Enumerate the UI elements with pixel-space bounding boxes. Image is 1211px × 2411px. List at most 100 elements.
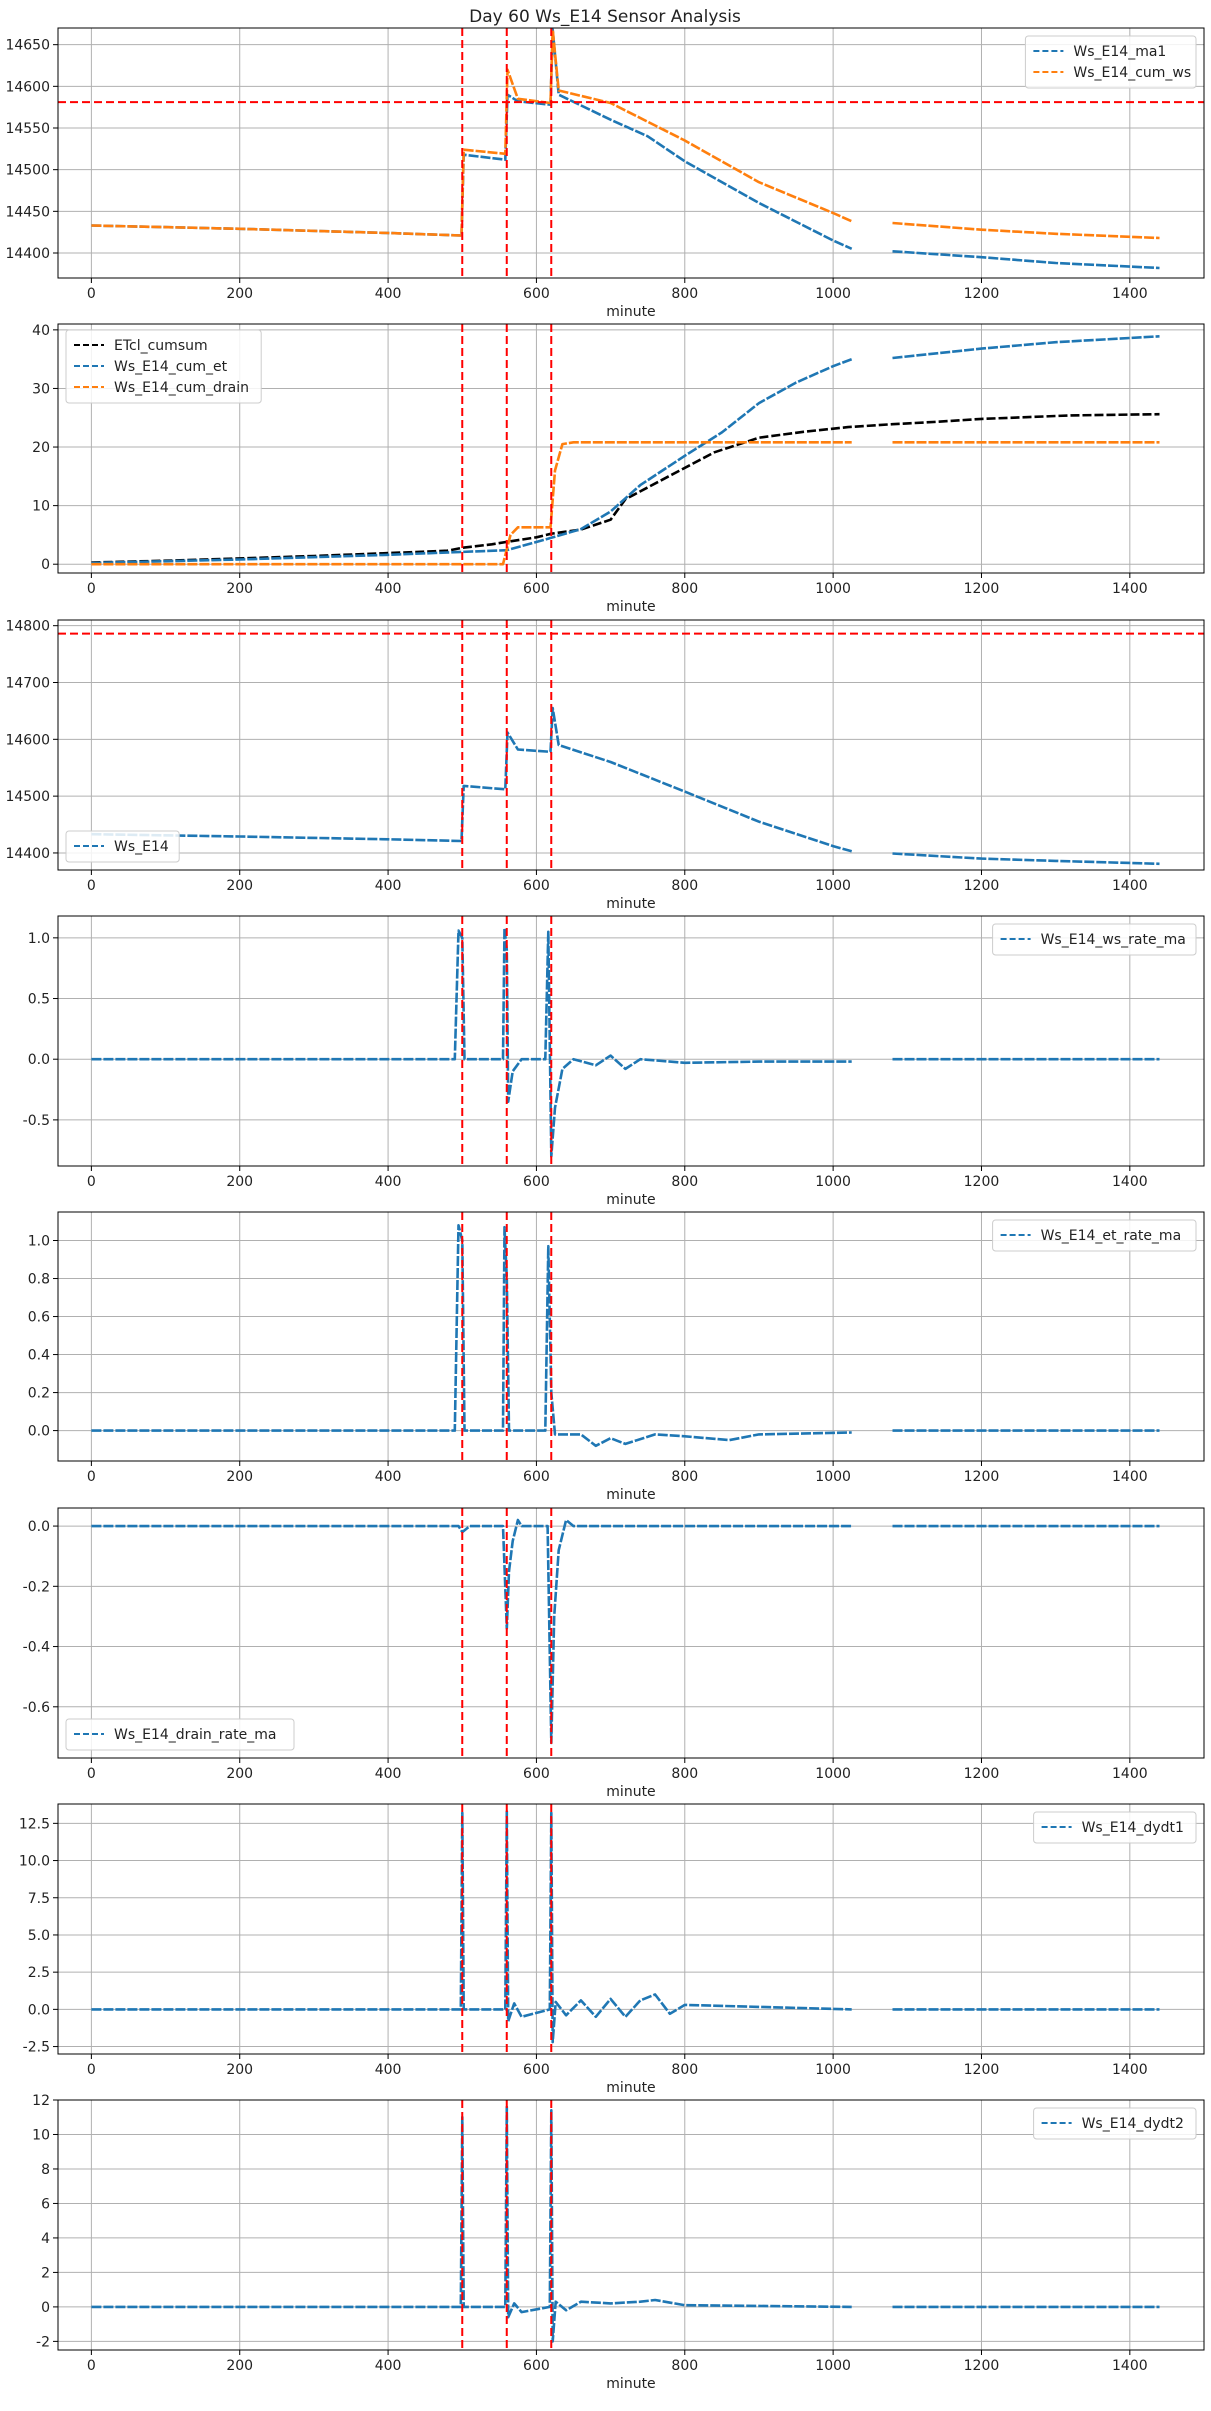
- y-tick-label: -0.5: [23, 1113, 50, 1129]
- y-tick-label: 14500: [5, 789, 50, 805]
- series-line-Ws_E14_cum_ws-seg-0: [91, 28, 853, 237]
- x-tick-label: 600: [523, 581, 550, 597]
- legend: Ws_E14_dydt2: [1033, 2107, 1197, 2140]
- y-tick-label: 14450: [5, 204, 50, 220]
- x-axis-label: minute: [606, 2080, 655, 2096]
- series-line-Ws_E14_cum_et-seg-0: [91, 357, 853, 565]
- panel-6: 0 200 400 600 800 1000 1200 1400 -0.6 -0.4 -0.2 0.0…: [23, 1507, 1205, 1800]
- x-tick-label: 1200: [964, 286, 1000, 302]
- legend-label: Ws_E14: [114, 839, 169, 855]
- x-tick-label: 400: [375, 1174, 402, 1190]
- y-tick-label: 14550: [5, 121, 50, 137]
- panel-8: 0 200 400 600 800 1000 1200 1400 -2 0 2 4 6 8 10 12 minu…: [32, 2093, 1205, 2392]
- axes-frame: [57, 1507, 1205, 1759]
- y-tick-label: 2.5: [28, 1965, 50, 1981]
- y-tick-label: 0.5: [28, 992, 50, 1008]
- y-tick-label: 0.6: [28, 1310, 50, 1326]
- y-tick-label: 1.0: [28, 1234, 50, 1250]
- legend: Ws_E14_dydt1: [1033, 1811, 1197, 1844]
- x-tick-label: 0: [87, 1469, 96, 1485]
- x-tick-label: 200: [226, 1469, 253, 1485]
- y-tick-label: 8: [41, 2162, 50, 2178]
- x-tick-label: 200: [226, 878, 253, 894]
- legend: Ws_E14_et_rate_ma: [992, 1219, 1197, 1252]
- y-tick-label: -0.4: [23, 1640, 50, 1656]
- axes-frame: [57, 1211, 1205, 1462]
- y-tick-label: 0: [41, 2300, 50, 2316]
- y-tick-label: 14700: [5, 676, 50, 692]
- x-tick-label: 200: [226, 1174, 253, 1190]
- legend-label: Ws_E14_ws_rate_ma: [1041, 932, 1186, 948]
- figure-title: Day 60 Ws_E14 Sensor Analysis: [469, 7, 741, 27]
- x-tick-label: 1200: [964, 2062, 1000, 2078]
- y-tick-label: 14500: [5, 163, 50, 179]
- series-line-Ws_E14_cum_et-seg-1: [892, 335, 1160, 360]
- y-tick-label: 0.0: [28, 1519, 50, 1535]
- series-line-Ws_E14-seg-1: [892, 852, 1160, 866]
- y-tick-label: 5.0: [28, 1928, 50, 1944]
- y-tick-label: 0.2: [28, 1386, 50, 1402]
- y-tick-label: 12: [32, 2093, 50, 2109]
- y-tick-label: 10.0: [19, 1854, 50, 1870]
- x-tick-label: 800: [671, 1766, 698, 1782]
- panel-1: 0 200 400 600 800 1000 1200 1400 14400 14450 14500…: [5, 27, 1205, 320]
- x-tick-label: 1000: [815, 878, 851, 894]
- legend-box: [1033, 2107, 1197, 2140]
- x-tick-label: 600: [523, 2358, 550, 2374]
- legend-box: [992, 923, 1197, 956]
- legend-box: [65, 830, 180, 863]
- x-tick-label: 1000: [815, 1766, 851, 1782]
- x-tick-label: 800: [671, 1174, 698, 1190]
- x-tick-label: 1400: [1112, 1766, 1148, 1782]
- plot-area: [58, 2100, 1204, 2350]
- panel-4: 0 200 400 600 800 1000 1200 1400 -0.5 0.0 0.5 1.0 mi…: [23, 915, 1205, 1208]
- x-tick-label: 800: [671, 2062, 698, 2078]
- legend-label: Ws_E14_ma1: [1073, 44, 1166, 60]
- x-axis-label: minute: [606, 599, 655, 615]
- x-axis-label: minute: [606, 1487, 655, 1503]
- axes-frame: [57, 915, 1205, 1167]
- legend: Ws_E14_drain_rate_ma: [65, 1718, 295, 1751]
- y-tick-label: 14800: [5, 619, 50, 635]
- x-tick-label: 200: [226, 2358, 253, 2374]
- panel-5: 0 200 400 600 800 1000 1200 1400 0.0 0.2 0.4 0.6 0.8…: [28, 1211, 1205, 1503]
- legend-label: Ws_E14_dydt2: [1082, 2116, 1184, 2132]
- panel-7: 0 200 400 600 800 1000 1200 1400 -2.5 0.0 2.5 5.0 7.…: [19, 1803, 1205, 2096]
- x-tick-label: 1400: [1112, 878, 1148, 894]
- x-tick-label: 600: [523, 1174, 550, 1190]
- series-line-Ws_E14_cum_drain-seg-0: [91, 441, 852, 566]
- x-tick-label: 800: [671, 286, 698, 302]
- legend-box: [65, 1718, 295, 1751]
- x-tick-label: 1200: [964, 878, 1000, 894]
- panel-2: 0 200 400 600 800 1000 1200 1400 0 10 20 30 40 minute…: [32, 323, 1205, 615]
- x-tick-label: 800: [671, 2358, 698, 2374]
- x-tick-label: 400: [375, 2358, 402, 2374]
- legend-label: Ws_E14_cum_drain: [114, 380, 249, 396]
- x-tick-label: 400: [375, 1469, 402, 1485]
- x-tick-label: 400: [375, 581, 402, 597]
- x-tick-label: 1000: [815, 2358, 851, 2374]
- x-tick-label: 600: [523, 2062, 550, 2078]
- x-tick-label: 0: [87, 286, 96, 302]
- y-tick-label: 4: [41, 2231, 50, 2247]
- legend-label: Ws_E14_cum_et: [114, 359, 228, 375]
- y-tick-label: -2: [36, 2334, 50, 2350]
- x-tick-label: 800: [671, 581, 698, 597]
- x-tick-label: 400: [375, 2062, 402, 2078]
- y-tick-label: 6: [41, 2196, 50, 2212]
- x-tick-label: 1400: [1112, 2358, 1148, 2374]
- x-tick-label: 600: [523, 878, 550, 894]
- series-line-Ws_E14_dydt1-seg-0: [91, 1810, 852, 2044]
- series-line-Ws_E14_drain_rate_ma-seg-0: [91, 1518, 852, 1745]
- x-axis-label: minute: [606, 2376, 655, 2392]
- axes-frame: [57, 2099, 1205, 2351]
- x-tick-label: 1000: [815, 2062, 851, 2078]
- x-tick-label: 1000: [815, 1174, 851, 1190]
- legend-label: Ws_E14_cum_ws: [1073, 65, 1191, 81]
- y-tick-label: 12.5: [19, 1816, 50, 1832]
- x-tick-label: 200: [226, 581, 253, 597]
- y-tick-label: 30: [32, 381, 50, 397]
- x-axis-label: minute: [606, 1192, 655, 1208]
- y-tick-label: 1.0: [28, 931, 50, 947]
